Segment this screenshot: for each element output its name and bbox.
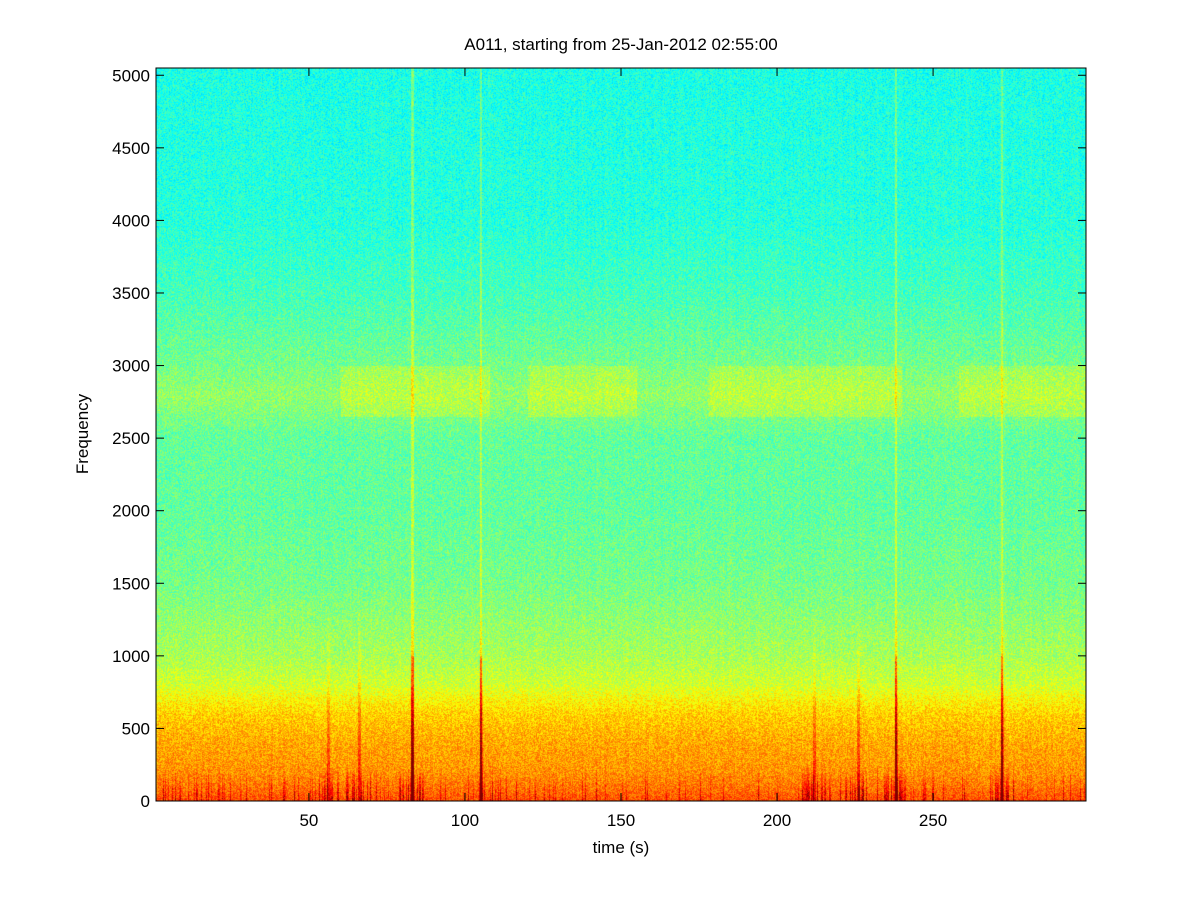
y-tick-label: 4000 [112,211,150,230]
y-tick-label: 1500 [112,574,150,593]
tick-layer: 50 100 150 200 25005001000150020002500300035… [112,66,1086,830]
y-tick-label: 0 [141,792,150,811]
y-tick-label: 4500 [112,139,150,158]
chart-title: A011, starting from 25-Jan-2012 02:55:00 [464,35,777,54]
y-tick-label: 5000 [112,66,150,85]
y-axis-label: Frequency [73,393,92,474]
y-tick-label: 2500 [112,429,150,448]
y-tick-label: 1000 [112,647,150,666]
x-tick-label: 100 [451,811,479,830]
plot-frame [155,67,1087,802]
x-tick-label: 150 [607,811,635,830]
x-tick-label: 200 [763,811,791,830]
y-tick-label: 3500 [112,284,150,303]
x-tick-label: 50 [299,811,318,830]
x-axis-label: time (s) [593,838,650,857]
x-tick-label: 250 [919,811,947,830]
spectrogram-image [156,68,1086,801]
y-tick-label: 500 [122,719,150,738]
y-tick-label: 3000 [112,357,150,376]
y-tick-label: 2000 [112,502,150,521]
